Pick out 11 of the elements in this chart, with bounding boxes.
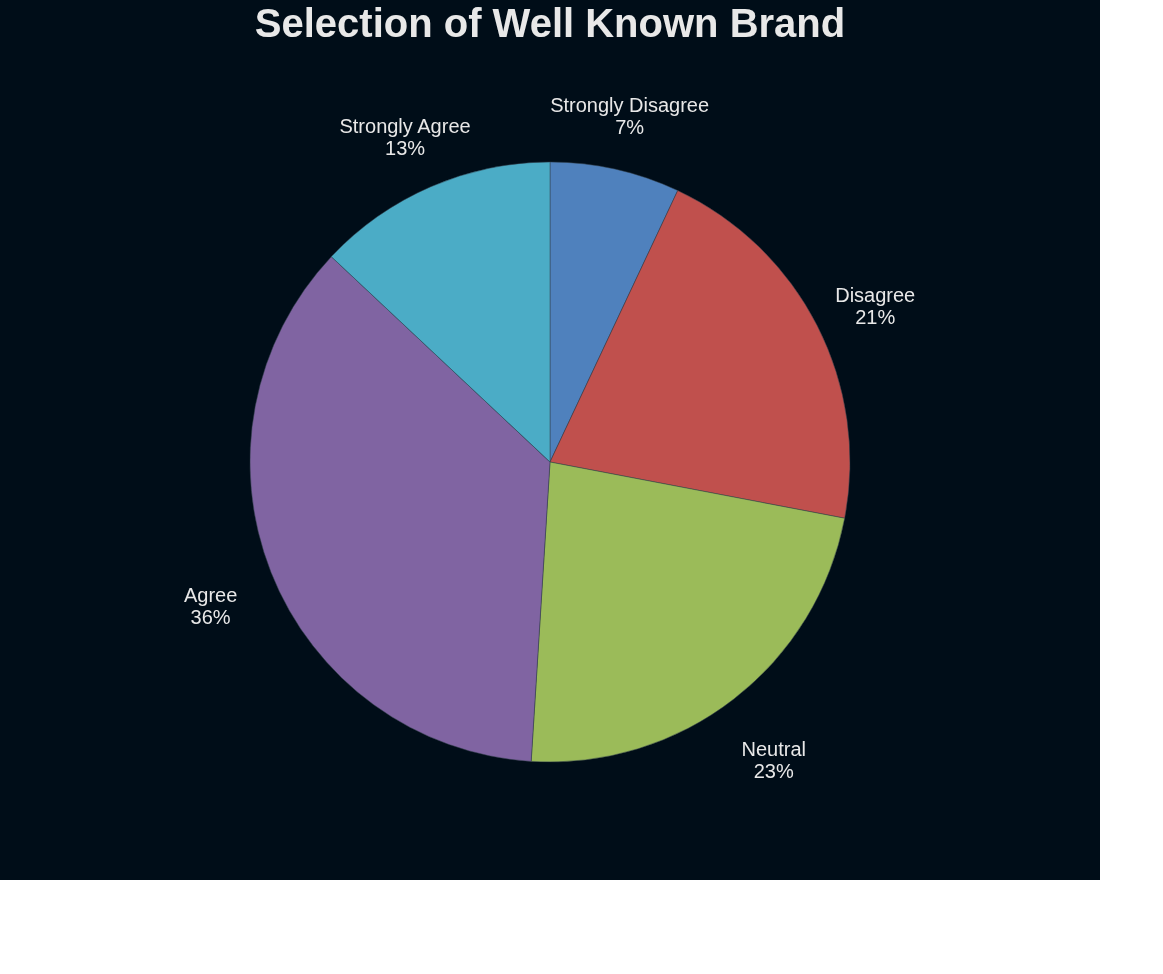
data-label: 23% (753, 760, 794, 783)
data-label: 13% (385, 137, 426, 160)
data-label: 21% (855, 306, 896, 329)
slice-label: Disagree (835, 284, 916, 307)
slice-label: Neutral (741, 738, 806, 761)
data-label: 7% (615, 115, 645, 138)
slice-label: Agree (183, 584, 238, 607)
slice-label: Strongly Disagree (550, 93, 710, 116)
slice-label: Strongly Agree (339, 115, 471, 138)
chart-title: Selection of Well Known Brand (254, 1, 846, 45)
data-label: 36% (190, 606, 231, 629)
